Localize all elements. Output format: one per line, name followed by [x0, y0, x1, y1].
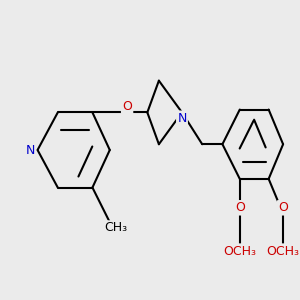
Text: OCH₃: OCH₃ [223, 244, 256, 258]
Text: O: O [235, 201, 245, 214]
Text: O: O [122, 100, 132, 113]
Text: O: O [278, 201, 288, 214]
Text: N: N [26, 143, 35, 157]
Text: CH₃: CH₃ [104, 221, 127, 235]
Text: OCH₃: OCH₃ [267, 244, 300, 258]
Text: N: N [177, 112, 187, 125]
